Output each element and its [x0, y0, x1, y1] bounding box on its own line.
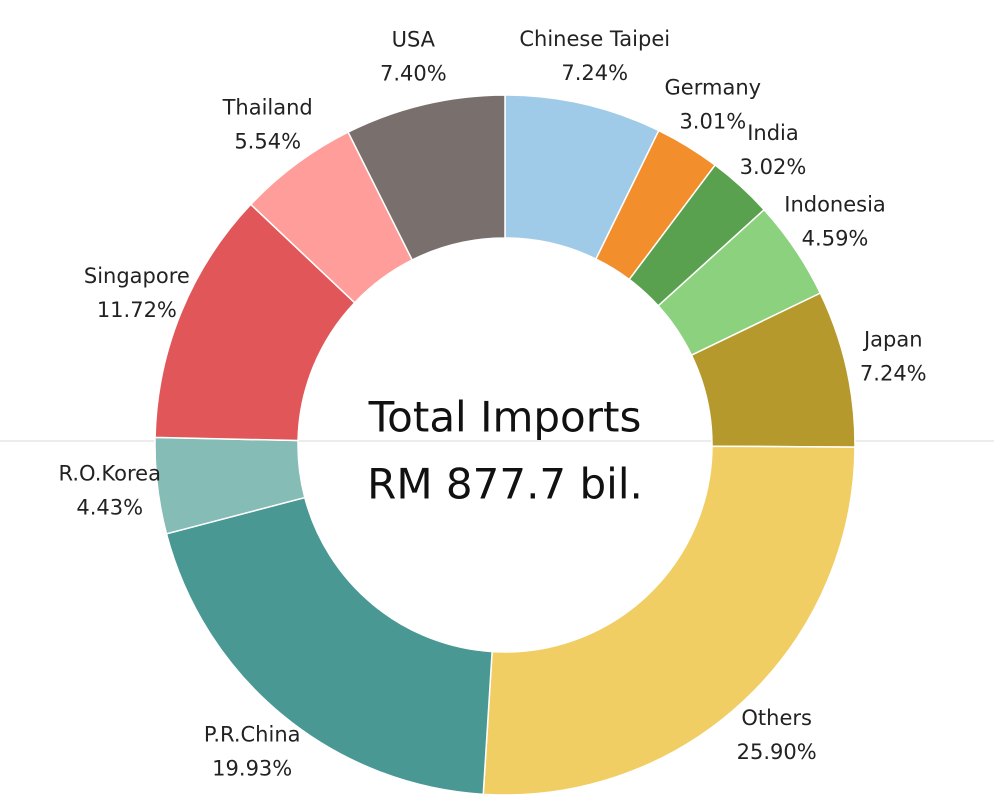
slice-label: India — [747, 121, 799, 145]
slice-label: Germany — [665, 76, 762, 100]
slice-value-label: 4.59% — [802, 227, 869, 251]
slice-value-label: 19.93% — [212, 756, 292, 780]
slice-value-label: 7.24% — [561, 61, 628, 85]
slice-value-label: 11.72% — [97, 298, 177, 322]
slice-label: USA — [392, 28, 436, 52]
slice-label: P.R.China — [204, 722, 301, 746]
center-value: RM 877.7 bil. — [367, 460, 643, 509]
slice-value-label: 25.90% — [737, 740, 817, 764]
slice — [347, 94, 506, 261]
slice-value-label: 3.01% — [679, 110, 746, 134]
slice-value-label: 4.43% — [76, 496, 143, 520]
slice-label: Others — [741, 706, 812, 730]
slice-label: Thailand — [222, 95, 313, 119]
slice-label: Singapore — [84, 264, 190, 288]
slice — [482, 445, 856, 796]
slice-value-label: 5.54% — [234, 129, 301, 153]
slice-label: Japan — [862, 328, 923, 352]
slice-label: R.O.Korea — [59, 462, 161, 486]
slice-value-label: 7.40% — [380, 62, 447, 86]
slice-label: Chinese Taipei — [519, 27, 670, 51]
slice — [165, 496, 493, 796]
center-title: Total Imports — [368, 393, 642, 442]
slice-label: Indonesia — [784, 193, 886, 217]
slice-value-label: 7.24% — [860, 362, 927, 386]
slice-value-label: 3.02% — [740, 155, 807, 179]
